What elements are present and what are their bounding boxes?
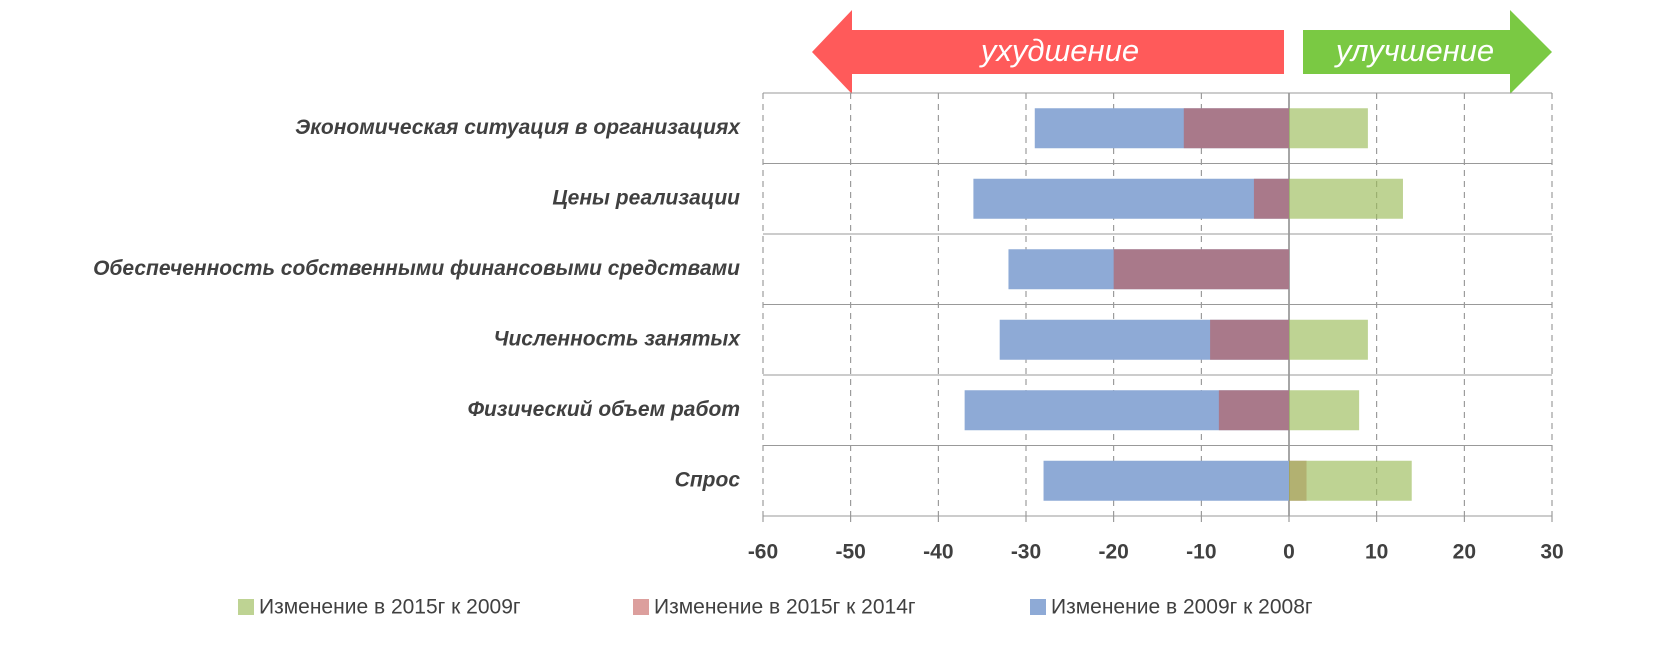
bar [1210,319,1289,360]
y-tick-label: Численность занятых [494,327,742,350]
x-tick-label: 20 [1453,541,1476,564]
y-tick-label: Цены реализации [552,186,740,209]
legend-label: Изменение в 2015г к 2009г [259,596,521,619]
x-tick-label: -10 [1186,541,1216,564]
x-tick-label: -40 [923,541,953,564]
legend-swatch [633,599,649,615]
bar [1289,390,1360,431]
better-arrow [1303,10,1552,94]
bar [1289,178,1403,219]
bar [1218,390,1289,431]
x-tick-label: -60 [748,541,778,564]
x-tick-label: -20 [1098,541,1128,564]
legend-swatch [1030,599,1046,615]
y-tick-label: Физический объем работ [468,398,740,421]
bar [1253,178,1289,219]
bar [1043,460,1289,501]
bar [973,178,1289,219]
bar [1289,108,1368,149]
legend-label: Изменение в 2015г к 2014г [654,596,916,619]
bar [1289,319,1368,360]
bar [1113,249,1289,290]
x-tick-label: 30 [1540,541,1563,564]
bar [1289,460,1412,501]
x-tick-label: -50 [835,541,865,564]
annotation: ухудшение [979,33,1139,68]
bar [1183,108,1289,149]
x-tick-label: 0 [1283,541,1295,564]
y-tick-label: Обеспеченность собственными финансовыми … [93,257,740,280]
legend-label: Изменение в 2009г к 2008г [1051,596,1313,619]
legend-swatch [238,599,254,615]
y-tick-label: Экономическая ситуация в организациях [295,116,741,139]
x-tick-label: 10 [1365,541,1388,564]
worse-arrow [812,10,1284,94]
y-tick-label: Спрос [675,468,741,491]
x-tick-label: -30 [1011,541,1041,564]
annotation: улучшение [1334,33,1494,68]
